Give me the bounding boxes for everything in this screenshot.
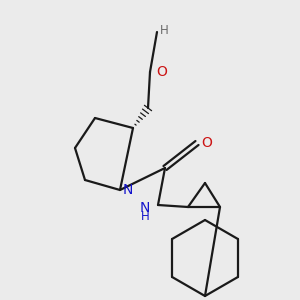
Text: O: O bbox=[156, 65, 167, 79]
Text: N: N bbox=[123, 183, 134, 197]
Text: H: H bbox=[141, 211, 150, 224]
Text: N: N bbox=[140, 201, 150, 215]
Text: H: H bbox=[160, 23, 169, 37]
Text: O: O bbox=[201, 136, 212, 150]
